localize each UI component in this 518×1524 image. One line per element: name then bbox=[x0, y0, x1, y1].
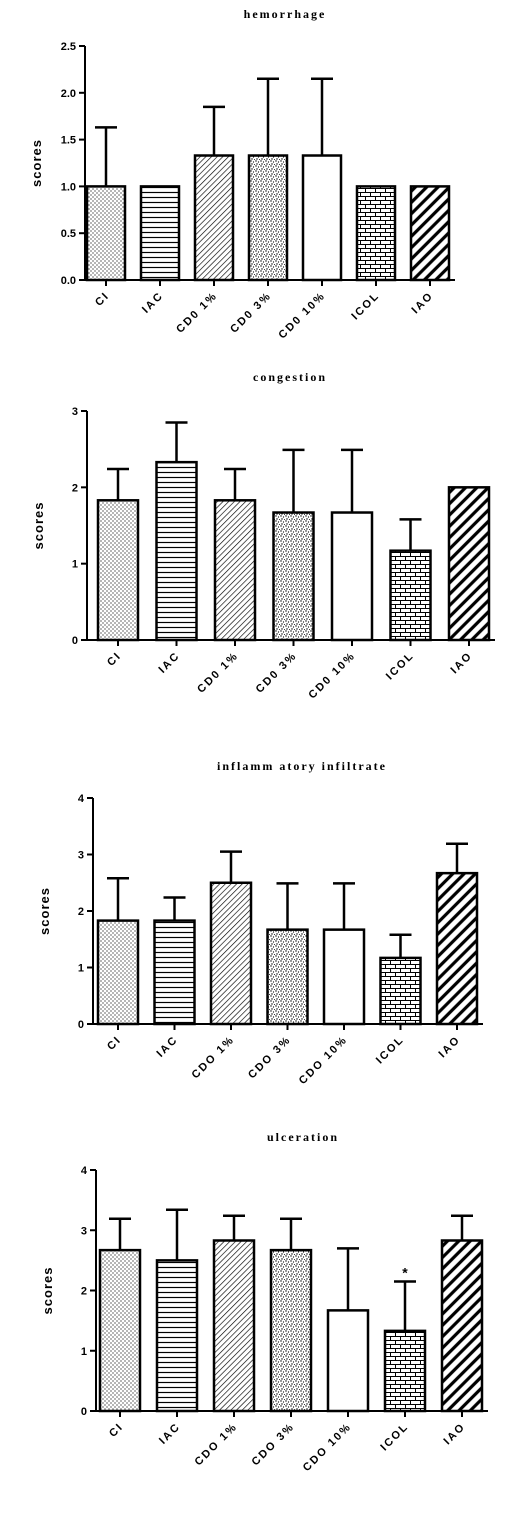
bar-cdo-1- bbox=[212, 1239, 256, 1413]
y-tick-label: 1 bbox=[81, 1346, 87, 1358]
y-tick-label: 1 bbox=[78, 963, 84, 975]
x-tick-label: CD0 10% bbox=[276, 290, 328, 342]
x-tick-label: CDO 1% bbox=[192, 1421, 240, 1469]
x-tick-label: CI bbox=[105, 1034, 124, 1053]
bar-iac bbox=[139, 185, 181, 282]
bar-iac bbox=[155, 1259, 199, 1413]
bar-cdo-10- bbox=[322, 928, 366, 1026]
y-tick-label: 3 bbox=[72, 406, 78, 418]
x-tick-label: IAC bbox=[156, 650, 182, 676]
x-tick-label: IAO bbox=[449, 650, 476, 677]
y-tick-label: 0.5 bbox=[61, 228, 76, 240]
y-tick-label: 0 bbox=[81, 1406, 87, 1418]
y-tick-label: 2.0 bbox=[61, 88, 76, 100]
x-tick-label: ICOL bbox=[384, 650, 417, 683]
y-tick-label: 4 bbox=[81, 1165, 88, 1177]
y-tick-label: 2 bbox=[72, 482, 78, 494]
y-tick-label: 2.5 bbox=[61, 41, 76, 53]
chart-title: hemorrhage bbox=[244, 7, 327, 21]
bar-ci bbox=[98, 1248, 142, 1413]
bar-icol bbox=[383, 1329, 427, 1413]
x-tick-label: CI bbox=[107, 1421, 126, 1440]
bar-cd0-1- bbox=[213, 499, 257, 642]
x-tick-label: CD0 1% bbox=[195, 650, 241, 696]
bar-iao bbox=[447, 486, 491, 642]
chart-title: ulceration bbox=[267, 1130, 339, 1144]
bar-cd0-10- bbox=[330, 511, 374, 642]
x-tick-label: CDO 10% bbox=[301, 1421, 354, 1474]
significance-marker: * bbox=[402, 1264, 408, 1280]
x-tick-label: CD0 3% bbox=[228, 290, 274, 336]
bar-iao bbox=[435, 871, 479, 1026]
bar-iac bbox=[153, 919, 196, 1026]
y-tick-label: 3 bbox=[81, 1225, 87, 1237]
y-axis-label: scores bbox=[31, 502, 46, 550]
chart-panel-congestion: congestion scores 0 1 2 3 CI IAC CD0 1% CD0 3% CD0… bbox=[31, 370, 495, 701]
x-tick-label: CD0 10% bbox=[306, 650, 358, 702]
bar-iac bbox=[155, 460, 198, 642]
y-tick-label: 2 bbox=[78, 906, 84, 918]
bar-cdo-3- bbox=[269, 1248, 313, 1413]
bar-icol bbox=[355, 185, 397, 282]
y-tick-label: 0 bbox=[78, 1019, 84, 1031]
y-axis-label: scores bbox=[29, 139, 44, 187]
bar-iao bbox=[409, 185, 451, 282]
x-tick-label: CDO 10% bbox=[297, 1034, 350, 1087]
x-tick-label: CI bbox=[105, 650, 124, 669]
bar-cd0-3- bbox=[272, 511, 315, 642]
x-tick-label: IAC bbox=[154, 1034, 180, 1060]
bar-cd0-3- bbox=[247, 154, 289, 282]
bar-ci bbox=[96, 919, 140, 1026]
y-tick-label: 1.5 bbox=[61, 135, 76, 147]
x-tick-label: CDO 3% bbox=[249, 1421, 297, 1469]
x-tick-label: CDO 1% bbox=[189, 1034, 237, 1082]
bar-cdo-10- bbox=[326, 1309, 370, 1413]
x-tick-label: IAO bbox=[442, 1421, 469, 1448]
chart-panel-ulceration: ulceration scores 0 1 2 3 4 CI IAC CDO 1% CDO 3% CD… bbox=[40, 1130, 488, 1474]
chart-panel-hemorrhage: hemorrhage scores 0.0 0.5 1.0 1.5 2.0 2.5 CI IAC C… bbox=[29, 7, 455, 341]
x-tick-label: CDO 3% bbox=[246, 1034, 294, 1082]
x-tick-label: CI bbox=[93, 290, 112, 309]
y-tick-label: 4 bbox=[78, 793, 85, 805]
y-tick-label: 0 bbox=[72, 635, 78, 647]
bar-icol bbox=[379, 956, 422, 1026]
x-tick-label: IAC bbox=[157, 1421, 183, 1447]
x-tick-label: ICOL bbox=[349, 290, 382, 323]
x-tick-label: IAO bbox=[437, 1034, 464, 1061]
x-tick-label: IAC bbox=[140, 290, 166, 316]
bar-ci bbox=[85, 185, 127, 282]
x-tick-label: CD0 1% bbox=[174, 290, 220, 336]
y-tick-label: 3 bbox=[78, 850, 84, 862]
y-tick-label: 0.0 bbox=[61, 275, 76, 287]
x-tick-label: ICOL bbox=[378, 1421, 411, 1454]
bar-ci bbox=[96, 499, 140, 642]
y-tick-label: 2 bbox=[81, 1286, 87, 1298]
bar-cdo-3- bbox=[266, 928, 309, 1026]
y-axis-label: scores bbox=[37, 887, 52, 935]
bar-cd0-10- bbox=[301, 154, 343, 282]
y-tick-label: 1 bbox=[72, 559, 78, 571]
chart-title: congestion bbox=[253, 370, 327, 384]
x-tick-label: ICOL bbox=[374, 1034, 407, 1067]
bar-cd0-1- bbox=[193, 154, 235, 282]
y-axis-label: scores bbox=[40, 1267, 55, 1315]
bar-cdo-1- bbox=[209, 881, 253, 1026]
chart-title: inflamm atory infiltrate bbox=[217, 759, 387, 773]
x-tick-label: CD0 3% bbox=[254, 650, 300, 696]
bar-icol bbox=[389, 549, 432, 642]
y-tick-label: 1.0 bbox=[61, 181, 76, 193]
chart-panel-inflamm-atory-infiltrate: inflamm atory infiltrate scores 0 1 2 3 4 CI IAC… bbox=[37, 759, 483, 1087]
bar-iao bbox=[440, 1239, 484, 1413]
x-tick-label: IAO bbox=[410, 290, 437, 317]
